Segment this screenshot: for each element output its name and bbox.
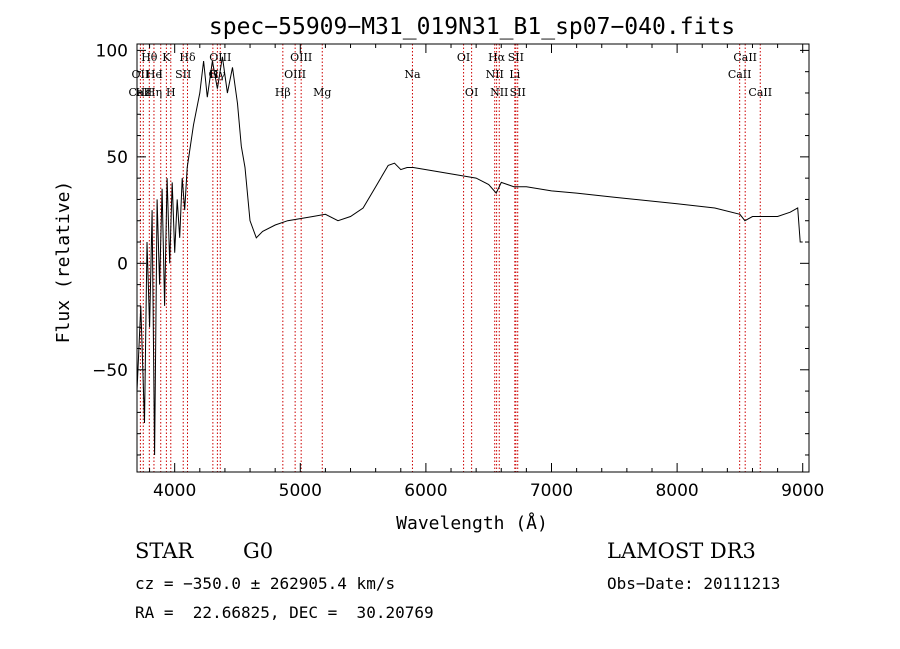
spectral-line-label: Hη <box>146 86 162 99</box>
x-axis-label: Wavelength (Å) <box>396 512 548 534</box>
x-axis-ticks: 4000 5000 6000 7000 8000 9000 <box>149 44 824 501</box>
spectral-line-label: CaII <box>733 51 757 64</box>
x-tick-label: 9000 <box>781 481 824 501</box>
obs-date: Obs−Date: 20111213 <box>607 574 781 593</box>
spectral-line-label: SII <box>175 68 191 81</box>
spectral-line-label: I <box>159 68 163 81</box>
spectral-line-label: OI <box>457 51 470 64</box>
object-subclass: G0 <box>243 539 274 563</box>
object-class: STAR <box>135 539 194 563</box>
spectral-line-label: CaII <box>748 86 772 99</box>
spectral-line-label: Hθ <box>141 51 158 64</box>
spectral-line-label: Hδ <box>179 51 196 64</box>
spectral-line-label: SII <box>508 51 524 64</box>
spectrum-line <box>136 56 803 456</box>
x-tick-label: 7000 <box>530 481 573 501</box>
spectral-line-label: H <box>166 86 176 99</box>
y-tick-label: −50 <box>92 361 128 381</box>
spectral-line-label: NII <box>490 86 508 99</box>
y-tick-label: 50 <box>106 148 128 168</box>
spectral-line-label: CaII <box>728 68 752 81</box>
spectral-line-label: He <box>146 68 162 81</box>
y-axis-ticks: 0 50 100 −50 <box>92 41 809 456</box>
spectral-line-label: OII <box>132 68 150 81</box>
survey-name: LAMOST DR3 <box>607 539 756 563</box>
y-tick-label: 100 <box>96 41 128 61</box>
spectral-line-label: OIII <box>284 68 306 81</box>
spectral-line-label: Na <box>404 68 421 81</box>
coordinates: RA = 22.66825, DEC = 30.20769 <box>135 603 434 622</box>
spectral-line-label: Mg <box>313 86 331 99</box>
y-axis-label: Flux (relative) <box>53 181 74 344</box>
redshift-text: cz = −350.0 ± 262905.4 km/s <box>135 574 396 593</box>
spectral-line-label: OIII <box>290 51 312 64</box>
spectral-line-label: Li <box>509 68 520 81</box>
spectral-line-label: Hβ <box>275 86 291 99</box>
spectral-line-label: OIII <box>209 51 231 64</box>
chart-title: spec−55909−M31_019N31_B1_sp07−040.fits <box>209 14 735 40</box>
x-tick-label: 4000 <box>153 481 196 501</box>
spectral-line-markers <box>139 44 761 472</box>
y-tick-label: 0 <box>117 254 128 274</box>
spectral-line-labels: Hθ OII CaII Hε He Hη KIH Hδ SII OIII GHγ OIII OIII Hβ… <box>129 51 773 99</box>
spectral-line-label: G <box>208 68 217 81</box>
spectral-line-label: Hε <box>136 86 152 99</box>
x-tick-label: 5000 <box>279 481 322 501</box>
plot-frame <box>136 43 810 473</box>
x-tick-label: 8000 <box>655 481 698 501</box>
spectral-line-label: NII <box>486 68 504 81</box>
x-tick-label: 6000 <box>404 481 447 501</box>
spectral-line-label: OI <box>465 86 478 99</box>
spectral-line-label: Hα <box>488 51 506 64</box>
spectral-line-label: K <box>162 51 171 64</box>
spectral-line-label: Hγ <box>209 68 226 81</box>
spectral-line-label: SII <box>510 86 526 99</box>
